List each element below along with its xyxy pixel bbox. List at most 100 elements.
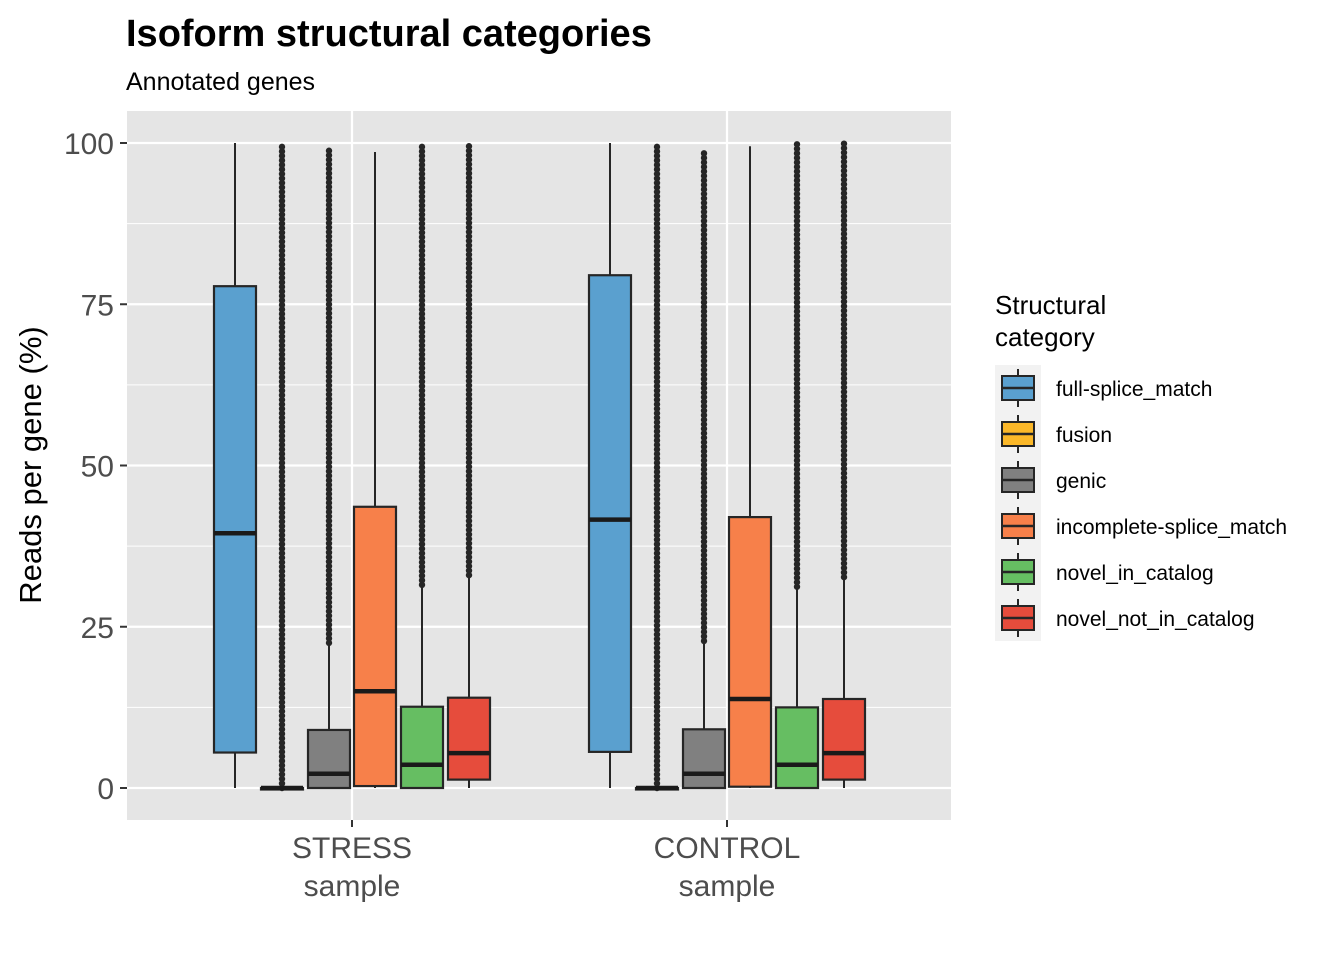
outlier-point bbox=[325, 626, 333, 633]
outlier-point bbox=[278, 504, 286, 512]
outlier-point bbox=[465, 404, 473, 412]
outlier-point bbox=[653, 297, 661, 304]
outlier-point bbox=[278, 238, 286, 245]
outlier-point bbox=[418, 319, 426, 327]
outlier-point bbox=[278, 500, 286, 507]
outlier-point bbox=[278, 288, 286, 295]
outlier-point bbox=[700, 452, 708, 460]
outlier-point bbox=[325, 346, 333, 353]
outlier-point bbox=[793, 312, 801, 320]
outlier-point bbox=[278, 437, 286, 444]
outlier-point bbox=[840, 190, 848, 197]
outlier-point bbox=[793, 276, 801, 283]
outlier-point bbox=[793, 389, 801, 396]
outlier-point bbox=[793, 407, 801, 414]
outlier-point bbox=[793, 249, 801, 256]
outlier-point bbox=[653, 373, 661, 381]
outlier-point bbox=[278, 315, 286, 322]
outlier-point bbox=[418, 373, 426, 381]
outlier-point bbox=[840, 433, 848, 441]
outlier-point bbox=[700, 583, 708, 590]
outlier-point bbox=[418, 197, 426, 205]
outlier-point bbox=[278, 157, 286, 164]
box-novel_not_in_catalog bbox=[446, 143, 492, 788]
outlier-point bbox=[278, 766, 286, 774]
outlier-point bbox=[793, 253, 801, 261]
outlier-point bbox=[700, 506, 708, 514]
outlier-point bbox=[700, 366, 708, 374]
outlier-point bbox=[325, 472, 333, 480]
outlier-point bbox=[700, 177, 708, 184]
outlier-point bbox=[653, 378, 661, 385]
outlier-point bbox=[465, 558, 473, 565]
outlier-point bbox=[653, 653, 661, 661]
outlier-point bbox=[465, 296, 473, 303]
outlier-point bbox=[325, 391, 333, 398]
outlier-point bbox=[700, 430, 708, 437]
outlier-point bbox=[465, 400, 473, 407]
outlier-point bbox=[700, 425, 708, 432]
outlier-point bbox=[465, 224, 473, 231]
outlier-point bbox=[840, 510, 848, 518]
outlier-point bbox=[840, 375, 848, 382]
outlier-point bbox=[793, 226, 801, 234]
outlier-point bbox=[278, 631, 286, 638]
outlier-point bbox=[418, 531, 426, 539]
outlier-point bbox=[840, 257, 848, 265]
outlier-point bbox=[278, 753, 286, 760]
outlier-point bbox=[700, 402, 708, 410]
outlier-point bbox=[465, 481, 473, 489]
outlier-point bbox=[325, 183, 333, 191]
outlier-point bbox=[700, 150, 708, 157]
outlier-point bbox=[653, 595, 661, 602]
outlier-point bbox=[325, 242, 333, 249]
outlier-point bbox=[700, 484, 708, 491]
outlier-point bbox=[653, 233, 661, 241]
outlier-point bbox=[653, 238, 661, 245]
outlier-point bbox=[700, 159, 708, 166]
outlier-point bbox=[700, 502, 708, 509]
outlier-point bbox=[465, 382, 473, 389]
outlier-point bbox=[700, 384, 708, 392]
outlier-point bbox=[700, 624, 708, 631]
outlier-point bbox=[418, 184, 426, 191]
outlier-point bbox=[793, 457, 801, 464]
outlier-point bbox=[653, 310, 661, 318]
outlier-point bbox=[465, 282, 473, 290]
outlier-point bbox=[325, 576, 333, 583]
outlier-point bbox=[278, 152, 286, 160]
outlier-point bbox=[278, 224, 286, 232]
outlier-point bbox=[465, 179, 473, 186]
outlier-point bbox=[418, 170, 426, 178]
outlier-point bbox=[653, 256, 661, 263]
legend-key-background bbox=[995, 365, 1041, 641]
outlier-point bbox=[793, 326, 801, 333]
outlier-point bbox=[325, 264, 333, 272]
outlier-point bbox=[653, 536, 661, 543]
outlier-point bbox=[653, 531, 661, 539]
outlier-point bbox=[278, 464, 286, 471]
outlier-point bbox=[278, 676, 286, 683]
outlier-point bbox=[418, 288, 426, 295]
outlier-point bbox=[278, 378, 286, 385]
outlier-point bbox=[840, 479, 848, 486]
outlier-point bbox=[465, 161, 473, 168]
outlier-point bbox=[278, 536, 286, 543]
outlier-point bbox=[653, 184, 661, 191]
outlier-point bbox=[700, 294, 708, 301]
box-genic bbox=[681, 150, 727, 790]
y-tick-label: 25 bbox=[81, 612, 114, 645]
outlier-point bbox=[653, 202, 661, 209]
outlier-point bbox=[278, 613, 286, 620]
outlier-point bbox=[700, 475, 708, 482]
outlier-point bbox=[325, 635, 333, 642]
outlier-point bbox=[793, 538, 801, 545]
outlier-point bbox=[653, 753, 661, 760]
outlier-point bbox=[840, 461, 848, 468]
outlier-point bbox=[653, 631, 661, 638]
outlier-point bbox=[325, 562, 333, 570]
outlier-point bbox=[418, 513, 426, 521]
outlier-point bbox=[653, 717, 661, 724]
outlier-point bbox=[653, 215, 661, 223]
outlier-point bbox=[278, 364, 286, 372]
